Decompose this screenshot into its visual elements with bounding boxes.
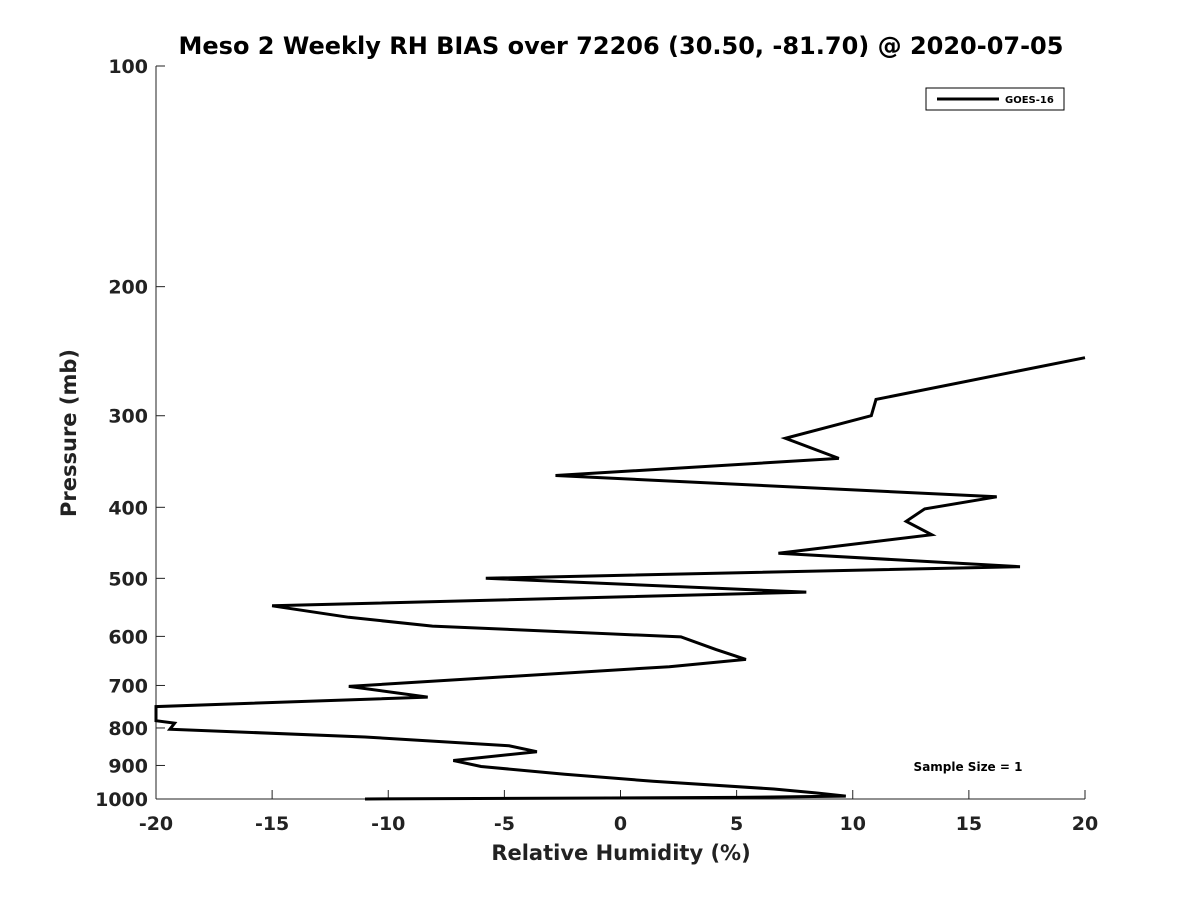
- x-tick-label: 15: [956, 813, 982, 835]
- x-tick-label: -10: [371, 813, 405, 835]
- x-tick-label: 5: [730, 813, 743, 835]
- y-tick-label: 400: [108, 497, 148, 519]
- x-ticks: -20 -15 -10 -5 0 5 10 15 20: [139, 790, 1098, 835]
- series-line-goes-16: [154, 356, 1086, 801]
- sample-size-annotation: Sample Size = 1: [914, 760, 1023, 774]
- y-axis-label: Pressure (mb): [57, 349, 81, 517]
- x-tick-label: -15: [255, 813, 289, 835]
- axes: [155, 66, 1085, 800]
- x-tick-label: 10: [840, 813, 866, 835]
- legend-label-goes-16: GOES-16: [1005, 95, 1054, 106]
- legend: GOES-16: [925, 87, 1065, 111]
- x-tick-label: -20: [139, 813, 173, 835]
- x-tick-label: 20: [1072, 813, 1098, 835]
- series-layer: [154, 356, 1086, 801]
- y-tick-label: 200: [108, 277, 148, 299]
- y-ticks: 100 200 300 400 500 600 700 800 900 1000: [95, 56, 165, 811]
- x-axis-label: Relative Humidity (%): [491, 841, 750, 865]
- y-tick-label: 700: [108, 675, 148, 697]
- x-tick-label: -5: [494, 813, 515, 835]
- y-tick-label: 500: [108, 568, 148, 590]
- y-tick-label: 600: [108, 626, 148, 648]
- y-tick-label: 1000: [95, 789, 148, 811]
- y-tick-label: 300: [108, 406, 148, 428]
- y-tick-label: 800: [108, 718, 148, 740]
- y-tick-label: 100: [108, 56, 148, 78]
- y-tick-label: 900: [108, 755, 148, 777]
- x-tick-label: 0: [614, 813, 627, 835]
- chart-title: Meso 2 Weekly RH BIAS over 72206 (30.50,…: [179, 32, 1064, 60]
